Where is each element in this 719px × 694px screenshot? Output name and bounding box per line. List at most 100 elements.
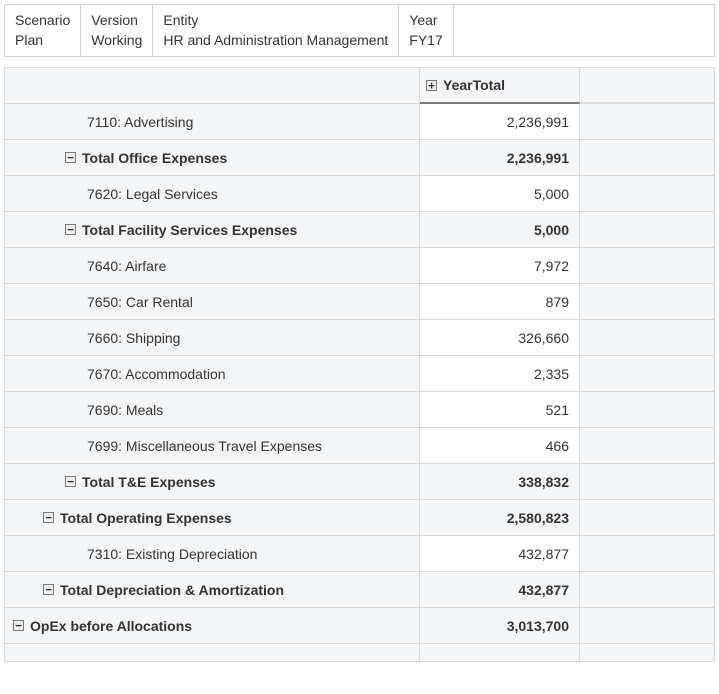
row-header-cell[interactable]: 7690: Meals bbox=[5, 392, 420, 427]
table-row: −Total Operating Expenses 2,580,823 bbox=[5, 500, 715, 536]
cell-value: 3,013,700 bbox=[507, 618, 569, 634]
row-label-wrapper: −Total T&E Expenses bbox=[5, 474, 216, 490]
blank-cell bbox=[580, 500, 715, 535]
row-label: 7110: Advertising bbox=[87, 114, 193, 130]
table-row: −Total Office Expenses2,236,991 bbox=[5, 140, 715, 176]
row-header-cell[interactable]: 7110: Advertising bbox=[5, 104, 420, 139]
cell-value: 879 bbox=[546, 294, 569, 310]
cell-value: 432,877 bbox=[518, 546, 569, 562]
data-cell[interactable]: 5,000 bbox=[420, 176, 580, 211]
minus-icon[interactable]: − bbox=[43, 512, 54, 523]
minus-icon[interactable]: − bbox=[65, 152, 76, 163]
row-header-cell[interactable]: 7650: Car Rental bbox=[5, 284, 420, 319]
row-header-cell[interactable]: 7670: Accommodation bbox=[5, 356, 420, 391]
row-label-wrapper: 7310: Existing Depreciation bbox=[5, 546, 257, 562]
row-header-cell[interactable]: −Total Operating Expenses bbox=[5, 500, 420, 535]
pov-label: Year bbox=[409, 11, 442, 31]
row-label: OpEx before Allocations bbox=[30, 618, 192, 634]
row-header-cell[interactable]: −Total Office Expenses bbox=[5, 140, 420, 175]
data-cell[interactable]: 5,000 bbox=[420, 212, 580, 247]
column-header-yeartotal[interactable]: + YearTotal bbox=[420, 68, 580, 104]
table-row: −Total Facility Services Expenses 5,000 bbox=[5, 212, 715, 248]
pov-label: Version bbox=[91, 11, 142, 31]
row-label: 7699: Miscellaneous Travel Expenses bbox=[87, 438, 322, 454]
data-cell[interactable]: 432,877 bbox=[420, 572, 580, 607]
row-label-wrapper: 7620: Legal Services bbox=[5, 186, 218, 202]
table-row: 7690: Meals 521 bbox=[5, 392, 715, 428]
table-row: 7699: Miscellaneous Travel Expenses 466 bbox=[5, 428, 715, 464]
data-cell[interactable]: 2,580,823 bbox=[420, 500, 580, 535]
row-label: 7650: Car Rental bbox=[87, 294, 193, 310]
row-header-cell[interactable]: −Total Depreciation & Amortization bbox=[5, 572, 420, 607]
row-header-cell[interactable]: −Total T&E Expenses bbox=[5, 464, 420, 499]
row-label: 7690: Meals bbox=[87, 402, 163, 418]
row-header-cell[interactable]: 7310: Existing Depreciation bbox=[5, 536, 420, 571]
blank-cell bbox=[580, 176, 715, 211]
row-label: 7660: Shipping bbox=[87, 330, 180, 346]
row-header-cell[interactable]: −OpEx before Allocations bbox=[5, 608, 420, 643]
blank-cell bbox=[580, 320, 715, 355]
blank-cell bbox=[580, 644, 715, 661]
data-cell bbox=[420, 644, 580, 661]
data-cell[interactable]: 466 bbox=[420, 428, 580, 463]
blank-cell bbox=[580, 284, 715, 319]
minus-icon[interactable]: − bbox=[43, 584, 54, 595]
data-cell[interactable]: 2,236,991 bbox=[420, 104, 580, 139]
table-row: −Total T&E Expenses 338,832 bbox=[5, 464, 715, 500]
grid-header-row: + YearTotal bbox=[5, 68, 715, 104]
data-cell[interactable]: 521 bbox=[420, 392, 580, 427]
row-label: 7670: Accommodation bbox=[87, 366, 226, 382]
row-label-wrapper: −OpEx before Allocations bbox=[5, 618, 192, 634]
data-cell[interactable]: 7,972 bbox=[420, 248, 580, 283]
pov-year[interactable]: Year FY17 bbox=[399, 5, 453, 56]
row-label: 7640: Airfare bbox=[87, 258, 166, 274]
data-cell[interactable]: 2,335 bbox=[420, 356, 580, 391]
minus-icon[interactable]: − bbox=[13, 620, 24, 631]
row-header-cell[interactable]: 7640: Airfare bbox=[5, 248, 420, 283]
pov-value: Plan bbox=[15, 31, 70, 51]
row-label: Total Facility Services Expenses bbox=[82, 222, 297, 238]
data-cell[interactable]: 2,236,991 bbox=[420, 140, 580, 175]
row-label: Total Depreciation & Amortization bbox=[60, 582, 284, 598]
row-label-wrapper: −Total Facility Services Expenses bbox=[5, 222, 297, 238]
blank-cell bbox=[580, 392, 715, 427]
cell-value: 2,580,823 bbox=[507, 510, 569, 526]
pov-value: FY17 bbox=[409, 31, 442, 51]
blank-cell bbox=[580, 248, 715, 283]
row-header-cell bbox=[5, 644, 420, 661]
blank-cell bbox=[580, 104, 715, 139]
cell-value: 338,832 bbox=[518, 474, 569, 490]
pov-version[interactable]: Version Working bbox=[81, 5, 153, 56]
table-row: −OpEx before Allocations 3,013,700 bbox=[5, 608, 715, 644]
row-label-wrapper: −Total Operating Expenses bbox=[5, 510, 232, 526]
column-blank bbox=[580, 68, 715, 103]
table-row: −Total Depreciation & Amortization 432,87… bbox=[5, 572, 715, 608]
data-cell[interactable]: 432,877 bbox=[420, 536, 580, 571]
data-cell[interactable]: 3,013,700 bbox=[420, 608, 580, 643]
pov-scenario[interactable]: Scenario Plan bbox=[5, 5, 81, 56]
pov-entity[interactable]: Entity HR and Administration Management bbox=[153, 5, 399, 56]
row-label-wrapper: 7660: Shipping bbox=[5, 330, 180, 346]
row-header-cell[interactable]: 7699: Miscellaneous Travel Expenses bbox=[5, 428, 420, 463]
pov-bar: Scenario Plan Version Working Entity HR … bbox=[4, 4, 715, 57]
row-header-cell[interactable]: 7620: Legal Services bbox=[5, 176, 420, 211]
cell-value: 7,972 bbox=[534, 258, 569, 274]
cell-value: 466 bbox=[546, 438, 569, 454]
row-label: 7620: Legal Services bbox=[87, 186, 218, 202]
row-header-cell[interactable]: −Total Facility Services Expenses bbox=[5, 212, 420, 247]
data-cell[interactable]: 338,832 bbox=[420, 464, 580, 499]
plus-icon[interactable]: + bbox=[426, 80, 437, 91]
cell-value: 432,877 bbox=[518, 582, 569, 598]
row-label: Total Operating Expenses bbox=[60, 510, 232, 526]
blank-cell bbox=[580, 608, 715, 643]
data-cell[interactable]: 326,660 bbox=[420, 320, 580, 355]
data-cell[interactable]: 879 bbox=[420, 284, 580, 319]
row-header-cell[interactable]: 7660: Shipping bbox=[5, 320, 420, 355]
minus-icon[interactable]: − bbox=[65, 476, 76, 487]
row-label-wrapper: 7640: Airfare bbox=[5, 258, 166, 274]
blank-cell bbox=[580, 428, 715, 463]
row-label-wrapper: −Total Depreciation & Amortization bbox=[5, 582, 284, 598]
minus-icon[interactable]: − bbox=[65, 224, 76, 235]
cell-value: 326,660 bbox=[518, 330, 569, 346]
table-row: 7650: Car Rental 879 bbox=[5, 284, 715, 320]
